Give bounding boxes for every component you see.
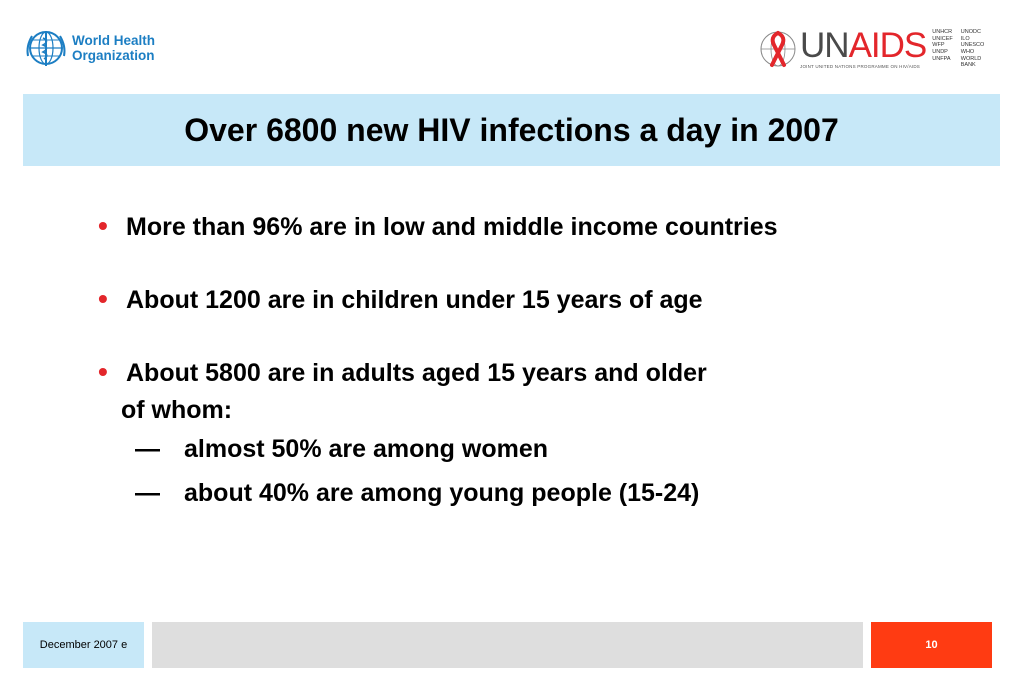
dash-icon: — — [135, 435, 160, 463]
bullet-dot-icon: • — [98, 356, 108, 387]
who-logo-line2: Organization — [72, 48, 155, 63]
slide-title: Over 6800 new HIV infections a day in 20… — [184, 111, 839, 148]
unaids-wordmark: UNAIDS JOINT UNITED NATIONS PROGRAMME ON… — [800, 26, 928, 69]
sub-bullet-1: almost 50% are among women — [184, 435, 549, 463]
unaids-word-un: UN — [800, 26, 850, 65]
cosponsors-col2: UNODC ILO UNESCO WHO WORLD BANK — [961, 29, 996, 69]
unaids-logo: UNAIDS JOINT UNITED NATIONS PROGRAMME ON… — [758, 26, 1004, 72]
cosponsor: UNHCR — [932, 29, 953, 36]
who-logo-text: World Health Organization — [72, 33, 155, 63]
red-ribbon-icon — [760, 31, 796, 67]
cosponsor: UNODC — [960, 29, 981, 36]
who-logo: World Health Organization — [24, 26, 164, 70]
who-emblem-icon — [26, 31, 66, 66]
bullet-1: More than 96% are in low and middle inco… — [126, 213, 778, 241]
unaids-subtitle: JOINT UNITED NATIONS PROGRAMME ON HIV/AI… — [800, 64, 920, 69]
bullet-3-continuation: of whom: — [121, 396, 233, 424]
footer-date: December 2007 e — [39, 639, 128, 651]
cosponsor: WFP — [932, 42, 945, 49]
sub-bullet-2: about 40% are among young people (15-24) — [184, 479, 700, 507]
bullet-dot-icon: • — [98, 283, 108, 314]
cosponsor: WHO — [960, 49, 975, 55]
dash-icon: — — [135, 479, 160, 507]
bullet-dot-icon: • — [98, 210, 108, 241]
cosponsor: WORLD BANK — [960, 55, 982, 69]
cosponsor: ILO — [960, 35, 970, 42]
cosponsor: UNICEF — [932, 35, 953, 42]
page-number: 10 — [925, 639, 938, 651]
cosponsor: UNESCO — [960, 42, 985, 49]
who-logo-line1: World Health — [72, 33, 156, 48]
footer-date-box: December 2007 e — [23, 622, 144, 668]
bullet-3: About 5800 are in adults aged 15 years a… — [126, 359, 707, 387]
cosponsor: UNFPA — [932, 55, 951, 62]
bullet-2: About 1200 are in children under 15 year… — [126, 286, 703, 314]
cosponsor: UNDP — [932, 49, 948, 55]
title-band: Over 6800 new HIV infections a day in 20… — [23, 94, 1000, 166]
unaids-word-aids: AIDS — [848, 26, 928, 65]
cosponsors-col1: UNHCR UNICEF WFP UNDP UNFPA — [932, 29, 952, 69]
footer-bar — [152, 622, 863, 668]
footer-page-box: 10 — [871, 622, 992, 668]
cosponsors-list: UNHCR UNICEF WFP UNDP UNFPA UNODC ILO UN… — [932, 29, 1004, 69]
